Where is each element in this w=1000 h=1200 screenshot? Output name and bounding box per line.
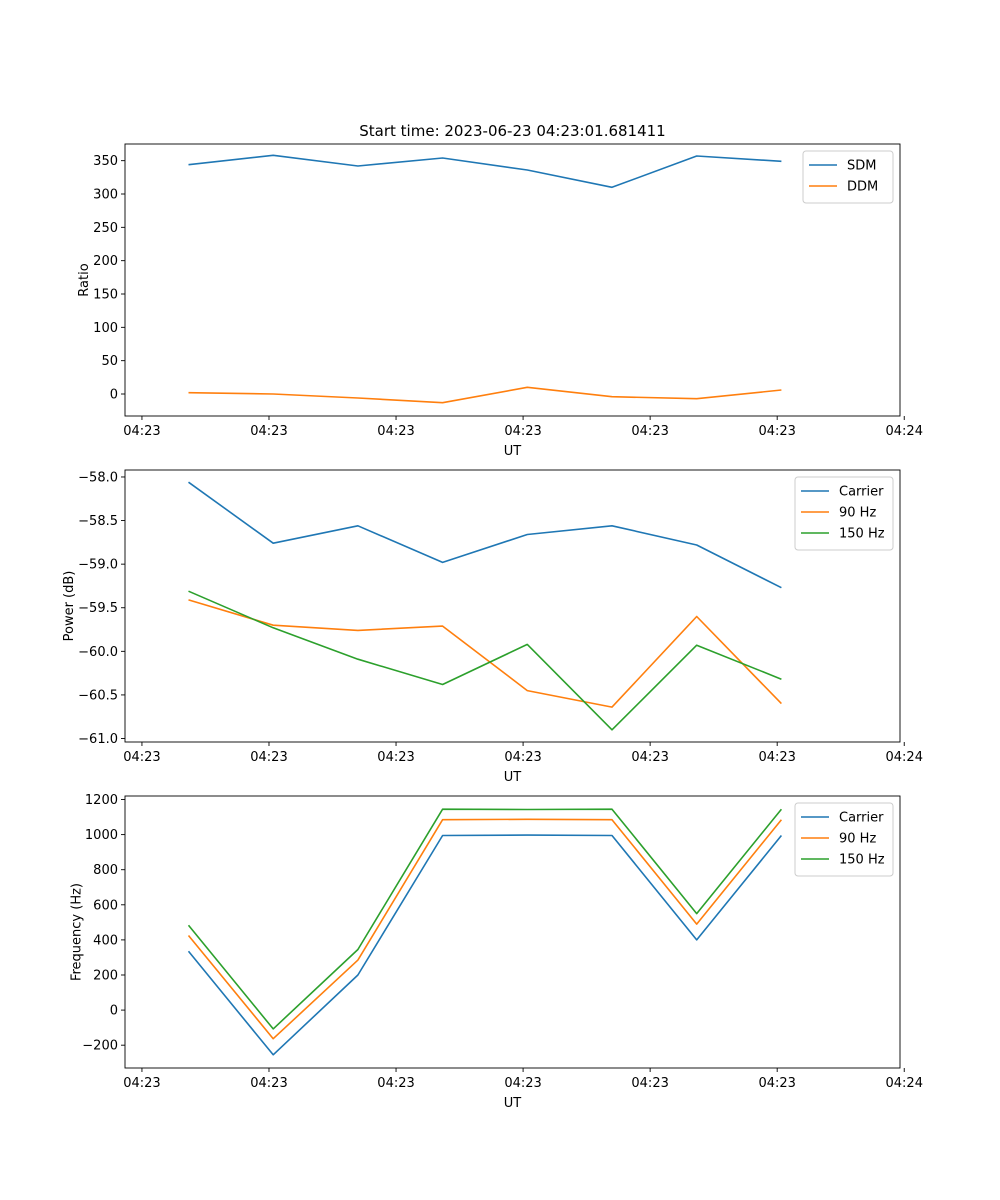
x-tick-label: 04:23 <box>250 750 287 765</box>
y-tick-label: 800 <box>93 863 118 878</box>
x-tick-label: 04:24 <box>886 1076 923 1091</box>
y-tick-label: −200 <box>82 1039 118 1054</box>
series-line-ddm <box>188 386 782 404</box>
axes-frame <box>124 795 901 1069</box>
x-tick-label: 04:23 <box>504 424 541 439</box>
y-tick-label: 200 <box>93 254 118 269</box>
y-tick-label: 150 <box>93 288 118 303</box>
y-tick-label: 0 <box>110 1004 118 1019</box>
series-line-90-hz <box>188 599 782 708</box>
x-axis-label: UT <box>504 1096 522 1111</box>
y-tick-label: −61.0 <box>78 732 118 747</box>
legend: Carrier 90 Hz 150 Hz <box>794 802 894 877</box>
x-tick-label: 04:23 <box>377 424 414 439</box>
y-tick-label: 1200 <box>85 793 118 808</box>
legend-label: 90 Hz <box>839 506 876 521</box>
x-tick-label: 04:23 <box>377 750 414 765</box>
x-axis-label: UT <box>504 444 522 459</box>
x-tick-label: 04:23 <box>377 1076 414 1091</box>
x-tick-label: 04:23 <box>123 1076 160 1091</box>
figure-title: Start time: 2023-06-23 04:23:01.681411 <box>359 122 665 140</box>
x-tick-label: 04:23 <box>631 750 668 765</box>
y-axis-label: Frequency (Hz) <box>70 883 85 981</box>
y-tick-label: 300 <box>93 188 118 203</box>
subplot-power: 04:23 04:23 04:23 04:23 04:23 04:23 04:24 −58.0… <box>62 469 923 785</box>
legend-label: 150 Hz <box>839 853 885 868</box>
y-tick-label: 600 <box>93 898 118 913</box>
legend-label: Carrier <box>839 811 884 826</box>
x-tick-label: 04:23 <box>631 424 668 439</box>
legend-label: 90 Hz <box>839 832 876 847</box>
series-line-carrier <box>188 481 782 589</box>
x-tick-label: 04:23 <box>504 1076 541 1091</box>
x-tick-label: 04:23 <box>123 750 160 765</box>
y-tick-label: 200 <box>93 968 118 983</box>
axes-frame <box>124 469 901 743</box>
x-tick-label: 04:23 <box>250 1076 287 1091</box>
x-tick-label: 04:23 <box>250 424 287 439</box>
subplot-ratio: 04:23 04:23 04:23 04:23 04:23 04:23 04:24 0 50 10… <box>77 143 923 459</box>
y-tick-label: 0 <box>110 388 118 403</box>
x-axis-label: UT <box>504 770 522 785</box>
series-line-sdm <box>188 154 782 189</box>
x-tick-label: 04:24 <box>886 424 923 439</box>
legend-label: DDM <box>847 180 878 195</box>
x-tick-label: 04:23 <box>123 424 160 439</box>
y-tick-label: −59.0 <box>78 558 118 573</box>
x-tick-label: 04:23 <box>758 424 795 439</box>
legend: Carrier 90 Hz 150 Hz <box>794 476 894 551</box>
y-tick-label: 400 <box>93 933 118 948</box>
y-tick-label: 250 <box>93 221 118 236</box>
legend: SDM DDM <box>802 150 894 204</box>
x-tick-label: 04:23 <box>504 750 541 765</box>
axes-frame <box>124 143 901 417</box>
x-tick-label: 04:24 <box>886 750 923 765</box>
y-tick-label: −60.0 <box>78 645 118 660</box>
y-tick-label: 100 <box>93 321 118 336</box>
x-tick-label: 04:23 <box>758 1076 795 1091</box>
legend-label: 150 Hz <box>839 527 885 542</box>
series-line-carrier <box>187 834 783 1056</box>
y-axis-label: Power (dB) <box>62 571 77 642</box>
y-tick-label: −58.0 <box>78 470 118 485</box>
legend-label: SDM <box>847 159 876 174</box>
y-tick-label: 50 <box>101 354 118 369</box>
y-axis-label: Ratio <box>77 263 92 296</box>
legend-box <box>802 150 894 204</box>
y-tick-label: −58.5 <box>78 514 118 529</box>
subplot-frequency: 04:23 04:23 04:23 04:23 04:23 04:23 04:24 −200 0… <box>70 793 923 1111</box>
legend-box <box>794 476 894 551</box>
y-tick-label: −59.5 <box>78 601 118 616</box>
legend-label: Carrier <box>839 485 884 500</box>
y-tick-label: 350 <box>93 154 118 169</box>
series-line-90-hz <box>187 818 783 1040</box>
x-tick-label: 04:23 <box>758 750 795 765</box>
series-line-150-hz <box>187 808 783 1030</box>
series-line-150-hz <box>188 590 782 731</box>
y-tick-label: −60.5 <box>78 688 118 703</box>
legend-box <box>794 802 894 877</box>
y-tick-label: 1000 <box>85 828 118 843</box>
x-tick-label: 04:23 <box>631 1076 668 1091</box>
